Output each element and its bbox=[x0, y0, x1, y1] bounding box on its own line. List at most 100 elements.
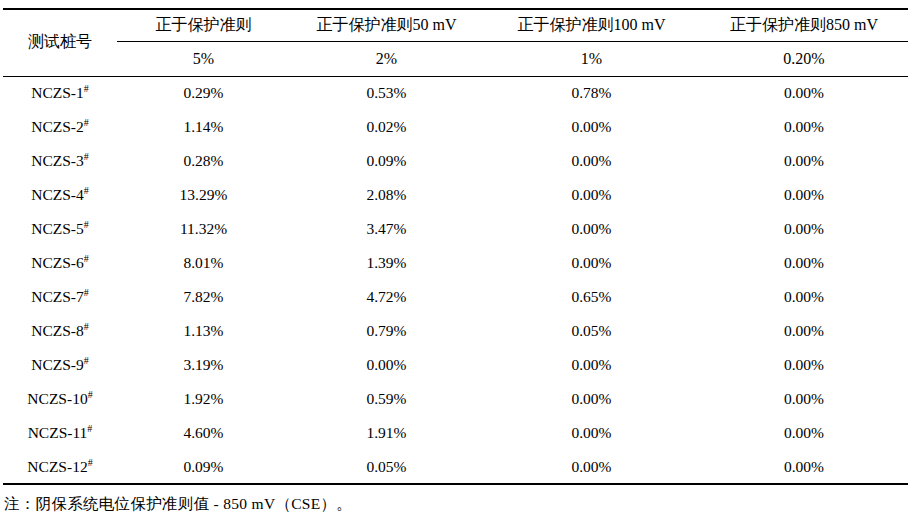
pile-id-superscript: # bbox=[84, 321, 89, 332]
percent-value-cell: 0.29% bbox=[117, 76, 290, 110]
percent-value-cell: 3.19% bbox=[117, 348, 290, 382]
cathodic-protection-criteria-table: 测试桩号 正于保护准则 正于保护准则50 mV 正于保护准则100 mV 正于保… bbox=[3, 8, 908, 485]
percent-value-cell: 1.14% bbox=[117, 110, 290, 144]
table-row: NCZS-9#3.19%0.00%0.00%0.00% bbox=[3, 348, 908, 382]
table-row: NCZS-2#1.14%0.02%0.00%0.00% bbox=[3, 110, 908, 144]
pile-id-superscript: # bbox=[84, 151, 89, 162]
percent-value-cell: 0.00% bbox=[700, 450, 908, 484]
pile-id: NCZS-1 bbox=[31, 84, 84, 101]
percent-value-cell: 0.28% bbox=[117, 144, 290, 178]
percent-value-cell: 0.00% bbox=[700, 212, 908, 246]
pile-id-superscript: # bbox=[88, 457, 93, 468]
pile-id: NCZS-11 bbox=[28, 424, 88, 441]
pile-id-cell: NCZS-8# bbox=[3, 314, 117, 348]
pile-id-superscript: # bbox=[84, 219, 89, 230]
pile-id-cell: NCZS-1# bbox=[3, 76, 117, 110]
percent-value-cell: 0.00% bbox=[483, 110, 700, 144]
percent-value-cell: 0.53% bbox=[290, 76, 483, 110]
percent-value-cell: 7.82% bbox=[117, 280, 290, 314]
percent-value-cell: 0.00% bbox=[700, 144, 908, 178]
percent-value-cell: 1.92% bbox=[117, 382, 290, 416]
threshold-value-850mv: 0.20% bbox=[700, 41, 908, 76]
percent-value-cell: 0.59% bbox=[290, 382, 483, 416]
pile-id-superscript: # bbox=[84, 83, 89, 94]
pile-id-superscript: # bbox=[87, 423, 92, 434]
percent-value-cell: 0.00% bbox=[700, 76, 908, 110]
threshold-value-base: 5% bbox=[117, 41, 290, 76]
column-header-criterion-50mv: 正于保护准则50 mV bbox=[290, 9, 483, 41]
pile-id-cell: NCZS-6# bbox=[3, 246, 117, 280]
percent-value-cell: 1.39% bbox=[290, 246, 483, 280]
pile-id: NCZS-8 bbox=[31, 322, 84, 339]
percent-value-cell: 0.00% bbox=[700, 314, 908, 348]
percent-value-cell: 0.79% bbox=[290, 314, 483, 348]
pile-id: NCZS-4 bbox=[31, 186, 84, 203]
pile-id-cell: NCZS-3# bbox=[3, 144, 117, 178]
pile-id-superscript: # bbox=[84, 253, 89, 264]
percent-value-cell: 0.05% bbox=[483, 314, 700, 348]
header-row-criteria: 测试桩号 正于保护准则 正于保护准则50 mV 正于保护准则100 mV 正于保… bbox=[3, 9, 908, 41]
percent-value-cell: 0.00% bbox=[700, 178, 908, 212]
column-header-criterion-850mv: 正于保护准则850 mV bbox=[700, 9, 908, 41]
pile-id-cell: NCZS-4# bbox=[3, 178, 117, 212]
pile-id: NCZS-7 bbox=[31, 288, 84, 305]
percent-value-cell: 0.00% bbox=[700, 416, 908, 450]
pile-id-superscript: # bbox=[84, 287, 89, 298]
pile-id-cell: NCZS-10# bbox=[3, 382, 117, 416]
pile-id-superscript: # bbox=[84, 117, 89, 128]
pile-id-cell: NCZS-5# bbox=[3, 212, 117, 246]
pile-id: NCZS-3 bbox=[31, 152, 84, 169]
percent-value-cell: 0.00% bbox=[483, 348, 700, 382]
percent-value-cell: 0.00% bbox=[483, 450, 700, 484]
threshold-value-100mv: 1% bbox=[483, 41, 700, 76]
percent-value-cell: 0.05% bbox=[290, 450, 483, 484]
percent-value-cell: 0.00% bbox=[700, 110, 908, 144]
percent-value-cell: 0.00% bbox=[700, 348, 908, 382]
pile-id: NCZS-12 bbox=[27, 458, 87, 475]
table-row: NCZS-5#11.32%3.47%0.00%0.00% bbox=[3, 212, 908, 246]
table-row: NCZS-3#0.28%0.09%0.00%0.00% bbox=[3, 144, 908, 178]
percent-value-cell: 0.00% bbox=[483, 212, 700, 246]
table-row: NCZS-1#0.29%0.53%0.78%0.00% bbox=[3, 76, 908, 110]
table-footnote: 注：阴保系统电位保护准则值 - 850 mV（CSE）。 bbox=[4, 494, 352, 515]
pile-id-cell: NCZS-2# bbox=[3, 110, 117, 144]
percent-value-cell: 0.00% bbox=[483, 416, 700, 450]
table-body: NCZS-1#0.29%0.53%0.78%0.00%NCZS-2#1.14%0… bbox=[3, 76, 908, 484]
table-row: NCZS-11#4.60%1.91%0.00%0.00% bbox=[3, 416, 908, 450]
pile-id-cell: NCZS-9# bbox=[3, 348, 117, 382]
threshold-value-50mv: 2% bbox=[290, 41, 483, 76]
header-row-thresholds: 5% 2% 1% 0.20% bbox=[3, 41, 908, 76]
pile-id: NCZS-9 bbox=[31, 356, 84, 373]
percent-value-cell: 0.09% bbox=[290, 144, 483, 178]
table-row: NCZS-4#13.29%2.08%0.00%0.00% bbox=[3, 178, 908, 212]
percent-value-cell: 0.02% bbox=[290, 110, 483, 144]
column-header-pile-number: 测试桩号 bbox=[3, 9, 117, 76]
percent-value-cell: 13.29% bbox=[117, 178, 290, 212]
percent-value-cell: 0.00% bbox=[483, 382, 700, 416]
percent-value-cell: 0.09% bbox=[117, 450, 290, 484]
percent-value-cell: 0.00% bbox=[483, 144, 700, 178]
percent-value-cell: 0.00% bbox=[483, 246, 700, 280]
table-row: NCZS-10#1.92%0.59%0.00%0.00% bbox=[3, 382, 908, 416]
percent-value-cell: 0.00% bbox=[483, 178, 700, 212]
percent-value-cell: 0.00% bbox=[700, 280, 908, 314]
percent-value-cell: 0.00% bbox=[700, 382, 908, 416]
column-header-criterion-100mv: 正于保护准则100 mV bbox=[483, 9, 700, 41]
pile-id-cell: NCZS-12# bbox=[3, 450, 117, 484]
pile-id-superscript: # bbox=[84, 355, 89, 366]
pile-id: NCZS-6 bbox=[31, 254, 84, 271]
pile-id: NCZS-10 bbox=[27, 390, 87, 407]
percent-value-cell: 0.78% bbox=[483, 76, 700, 110]
pile-id: NCZS-2 bbox=[31, 118, 84, 135]
percent-value-cell: 8.01% bbox=[117, 246, 290, 280]
table-row: NCZS-8#1.13%0.79%0.05%0.00% bbox=[3, 314, 908, 348]
document-page: 测试桩号 正于保护准则 正于保护准则50 mV 正于保护准则100 mV 正于保… bbox=[0, 0, 917, 520]
pile-id-superscript: # bbox=[84, 185, 89, 196]
percent-value-cell: 4.72% bbox=[290, 280, 483, 314]
column-header-criterion-base: 正于保护准则 bbox=[117, 9, 290, 41]
percent-value-cell: 0.65% bbox=[483, 280, 700, 314]
table-row: NCZS-6#8.01%1.39%0.00%0.00% bbox=[3, 246, 908, 280]
percent-value-cell: 1.91% bbox=[290, 416, 483, 450]
percent-value-cell: 4.60% bbox=[117, 416, 290, 450]
pile-id-cell: NCZS-7# bbox=[3, 280, 117, 314]
